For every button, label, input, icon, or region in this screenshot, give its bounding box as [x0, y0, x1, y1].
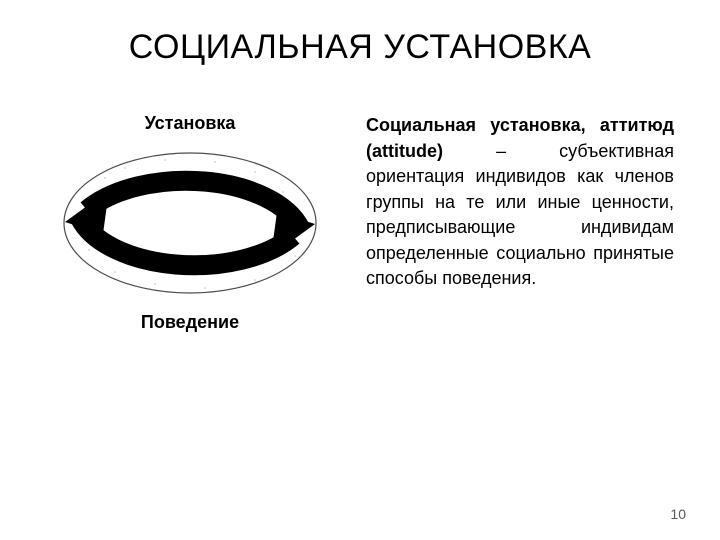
definition-block: Социальная установка, аттитюд (attitude)…	[366, 113, 680, 292]
diagram-bottom-label: Поведение	[141, 312, 239, 333]
definition-body: – субъективная ориентация индивидов как …	[366, 141, 674, 289]
page-title: СОЦИАЛЬНАЯ УСТАНОВКА	[40, 28, 680, 67]
page-number: 10	[670, 506, 686, 522]
definition-text: Социальная установка, аттитюд (attitude)…	[366, 113, 674, 292]
cycle-arrows-icon	[45, 138, 335, 308]
slide: СОЦИАЛЬНАЯ УСТАНОВКА Установка	[0, 0, 720, 540]
cycle-diagram: Установка	[40, 113, 340, 333]
diagram-top-label: Установка	[145, 113, 236, 134]
content-row: Установка	[40, 113, 680, 333]
